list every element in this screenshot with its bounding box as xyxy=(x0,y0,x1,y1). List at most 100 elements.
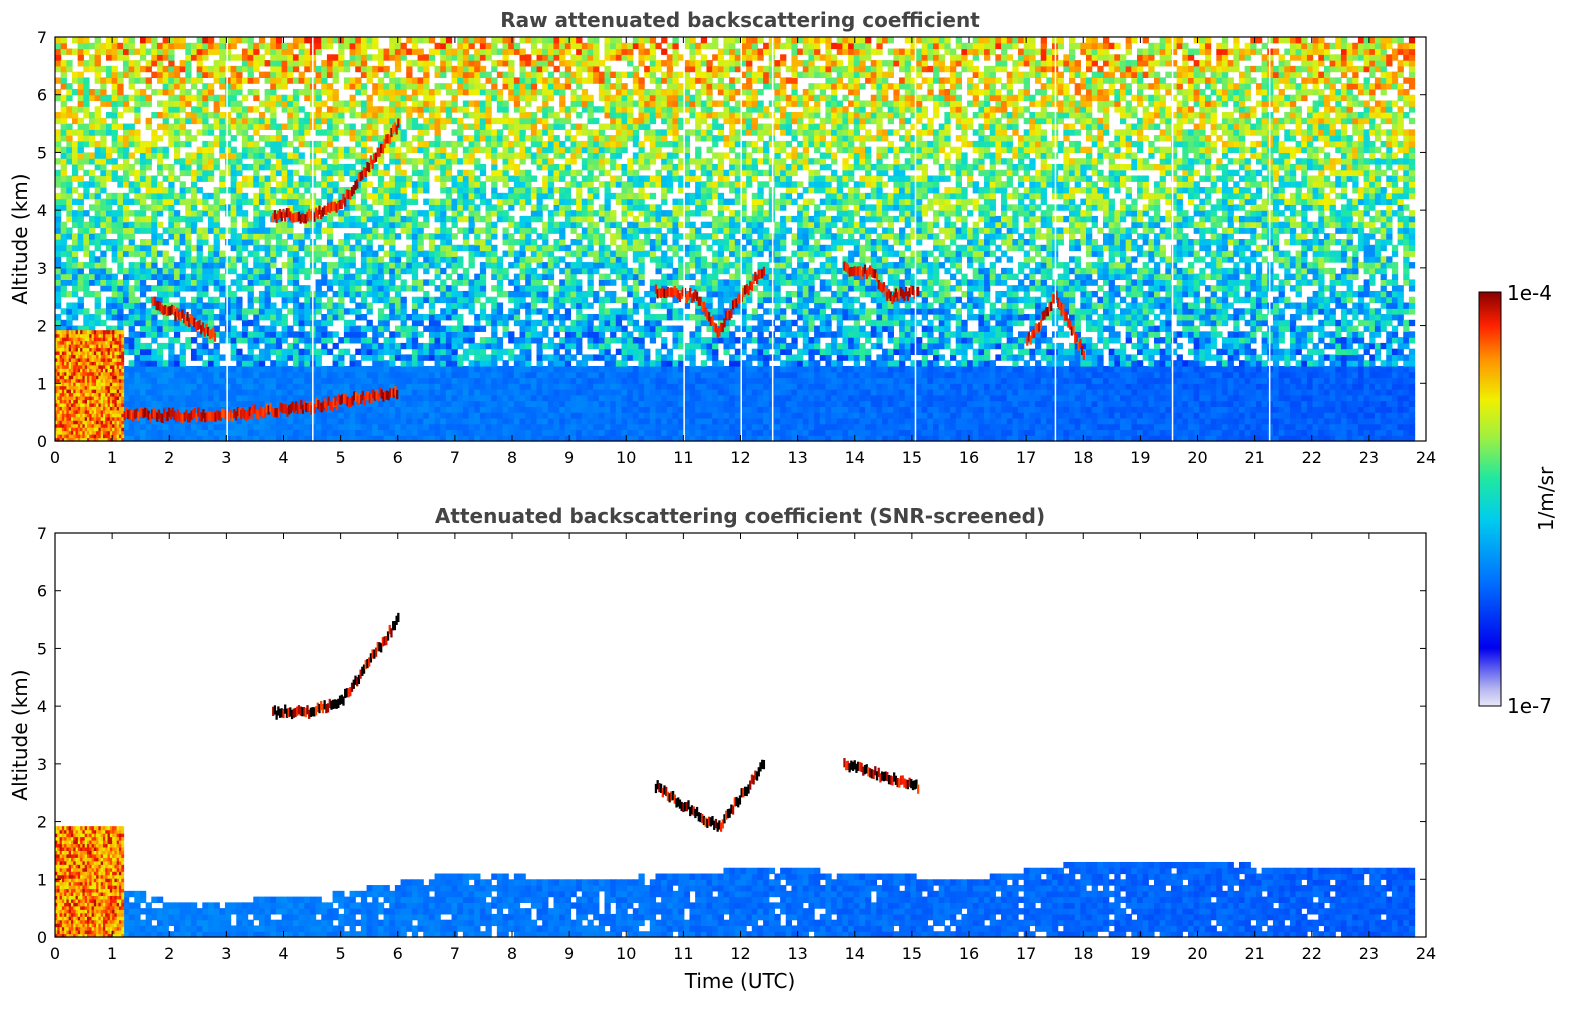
heatmap-cell xyxy=(383,348,390,356)
heatmap-cell xyxy=(434,267,441,275)
heatmap-cell xyxy=(377,314,385,321)
heatmap-cell xyxy=(451,215,458,223)
heatmap-cell xyxy=(156,48,164,55)
heatmap-cell xyxy=(400,181,407,188)
heatmap-cell xyxy=(513,135,521,142)
heatmap-cell xyxy=(275,417,283,425)
heatmap-cell xyxy=(190,296,198,304)
heatmap-cell xyxy=(343,60,351,67)
heatmap-cell xyxy=(105,221,113,229)
heatmap-cell xyxy=(547,360,555,367)
heatmap-cell xyxy=(185,394,192,402)
heatmap-cell xyxy=(281,158,288,165)
heatmap-cell xyxy=(94,279,101,286)
heatmap-cell xyxy=(94,187,101,194)
heatmap-cell xyxy=(281,227,288,234)
heatmap-cell xyxy=(474,290,481,298)
heatmap-cell xyxy=(275,285,283,292)
heatmap-cell xyxy=(360,267,368,275)
heatmap-cell xyxy=(491,152,498,159)
heatmap-cell xyxy=(406,60,413,67)
heatmap-cell xyxy=(111,198,118,205)
heatmap-cell xyxy=(224,302,232,309)
heatmap-cell xyxy=(236,348,243,356)
heatmap-cell xyxy=(213,204,220,211)
heatmap-cell xyxy=(168,233,175,240)
heatmap-cell xyxy=(389,204,396,211)
heatmap-cell xyxy=(55,296,62,304)
heatmap-cell xyxy=(468,123,475,130)
heatmap-cell xyxy=(428,117,436,125)
heatmap-cell xyxy=(241,215,249,223)
heatmap-cell xyxy=(77,308,84,315)
heatmap-cell xyxy=(530,302,538,309)
heatmap-cell xyxy=(219,250,226,257)
heatmap-cell xyxy=(479,348,487,356)
heatmap-cell xyxy=(485,94,492,102)
heatmap-cell xyxy=(406,250,413,257)
heatmap-cell xyxy=(219,227,226,234)
heatmap-cell xyxy=(406,158,413,165)
heatmap-cell xyxy=(377,417,385,425)
heatmap-cell xyxy=(264,100,271,107)
heatmap-cell xyxy=(525,187,532,194)
heatmap-cell xyxy=(111,146,118,154)
heatmap-cell xyxy=(202,146,209,154)
heatmap-cell xyxy=(151,175,158,182)
heatmap-cell xyxy=(122,279,130,286)
heatmap-cell xyxy=(264,290,271,298)
heatmap-cell xyxy=(474,279,481,286)
heatmap-cell xyxy=(83,221,90,229)
heatmap-cell xyxy=(270,400,277,407)
heatmap-cell xyxy=(559,389,566,396)
heatmap-cell xyxy=(270,273,277,280)
heatmap-cell xyxy=(440,244,447,252)
heatmap-cell xyxy=(451,325,458,332)
heatmap-cell xyxy=(156,400,164,407)
heatmap-cell xyxy=(372,354,379,361)
heatmap-cell xyxy=(145,250,152,257)
heatmap-cell xyxy=(508,198,515,205)
heatmap-cell xyxy=(389,360,396,367)
heatmap-cell xyxy=(128,337,135,344)
heatmap-cell xyxy=(451,146,458,154)
heatmap-cell xyxy=(513,152,521,159)
heatmap-cell xyxy=(134,215,141,223)
heatmap-cell xyxy=(411,417,419,425)
heatmap-cell xyxy=(519,77,526,84)
heatmap-cell xyxy=(338,417,345,425)
heatmap-cell xyxy=(542,383,549,390)
heatmap-cell xyxy=(338,48,345,55)
heatmap-cell xyxy=(88,42,96,50)
heatmap-cell xyxy=(128,389,135,396)
heatmap-cell xyxy=(122,417,130,425)
heatmap-cell xyxy=(134,342,141,350)
heatmap-cell xyxy=(553,54,560,61)
heatmap-cell xyxy=(508,429,515,436)
heatmap-cell xyxy=(241,389,249,396)
heatmap-cell xyxy=(389,262,396,269)
heatmap-cell xyxy=(77,77,84,84)
heatmap-cell xyxy=(519,221,526,229)
heatmap-cell xyxy=(360,244,368,252)
heatmap-cell xyxy=(253,140,260,148)
heatmap-cell xyxy=(236,192,243,200)
heatmap-cell xyxy=(406,37,413,44)
heatmap-cell xyxy=(332,383,339,390)
heatmap-cell xyxy=(468,152,475,159)
heatmap-cell xyxy=(440,394,447,402)
heatmap-cell xyxy=(559,117,566,125)
heatmap-cell xyxy=(77,221,84,229)
heatmap-cell xyxy=(128,83,135,90)
heatmap-cell xyxy=(66,215,73,223)
heatmap-cell xyxy=(343,152,351,159)
heatmap-cell xyxy=(434,360,441,367)
heatmap-cell xyxy=(128,37,135,44)
heatmap-cell xyxy=(462,187,470,194)
heatmap-cell xyxy=(253,296,260,304)
heatmap-cell xyxy=(145,65,152,73)
heatmap-cell xyxy=(196,146,203,154)
heatmap-cell xyxy=(77,267,84,275)
heatmap-cell xyxy=(202,377,209,384)
heatmap-cell xyxy=(83,181,90,188)
